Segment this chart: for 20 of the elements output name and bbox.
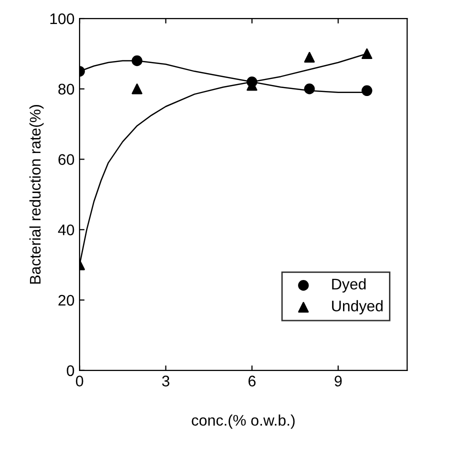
x-axis-title: conc.(% o.w.b.) [192,414,295,429]
point [304,84,315,94]
y-tick-label: 80 [58,84,74,95]
point [362,48,372,60]
y-tick-label: 20 [58,294,74,306]
y-tick-label: 40 [58,224,74,236]
x-tick-label: 0 [76,376,84,386]
y-tick-label: 0 [66,365,74,376]
x-tick-label: 9 [334,376,342,386]
y-tick-label: 60 [58,154,74,165]
point [304,52,315,63]
y-axis-title: Bacterial reduction rate(%) [29,104,44,284]
point [132,84,142,94]
point [362,85,372,96]
x-tick-label: 6 [248,376,256,386]
y-tick-label: 100 [50,13,74,24]
x-tick-label: 3 [162,376,170,386]
point [132,55,142,66]
legend-label: Dyed [332,278,366,293]
legend-label: Undyed [332,300,383,314]
